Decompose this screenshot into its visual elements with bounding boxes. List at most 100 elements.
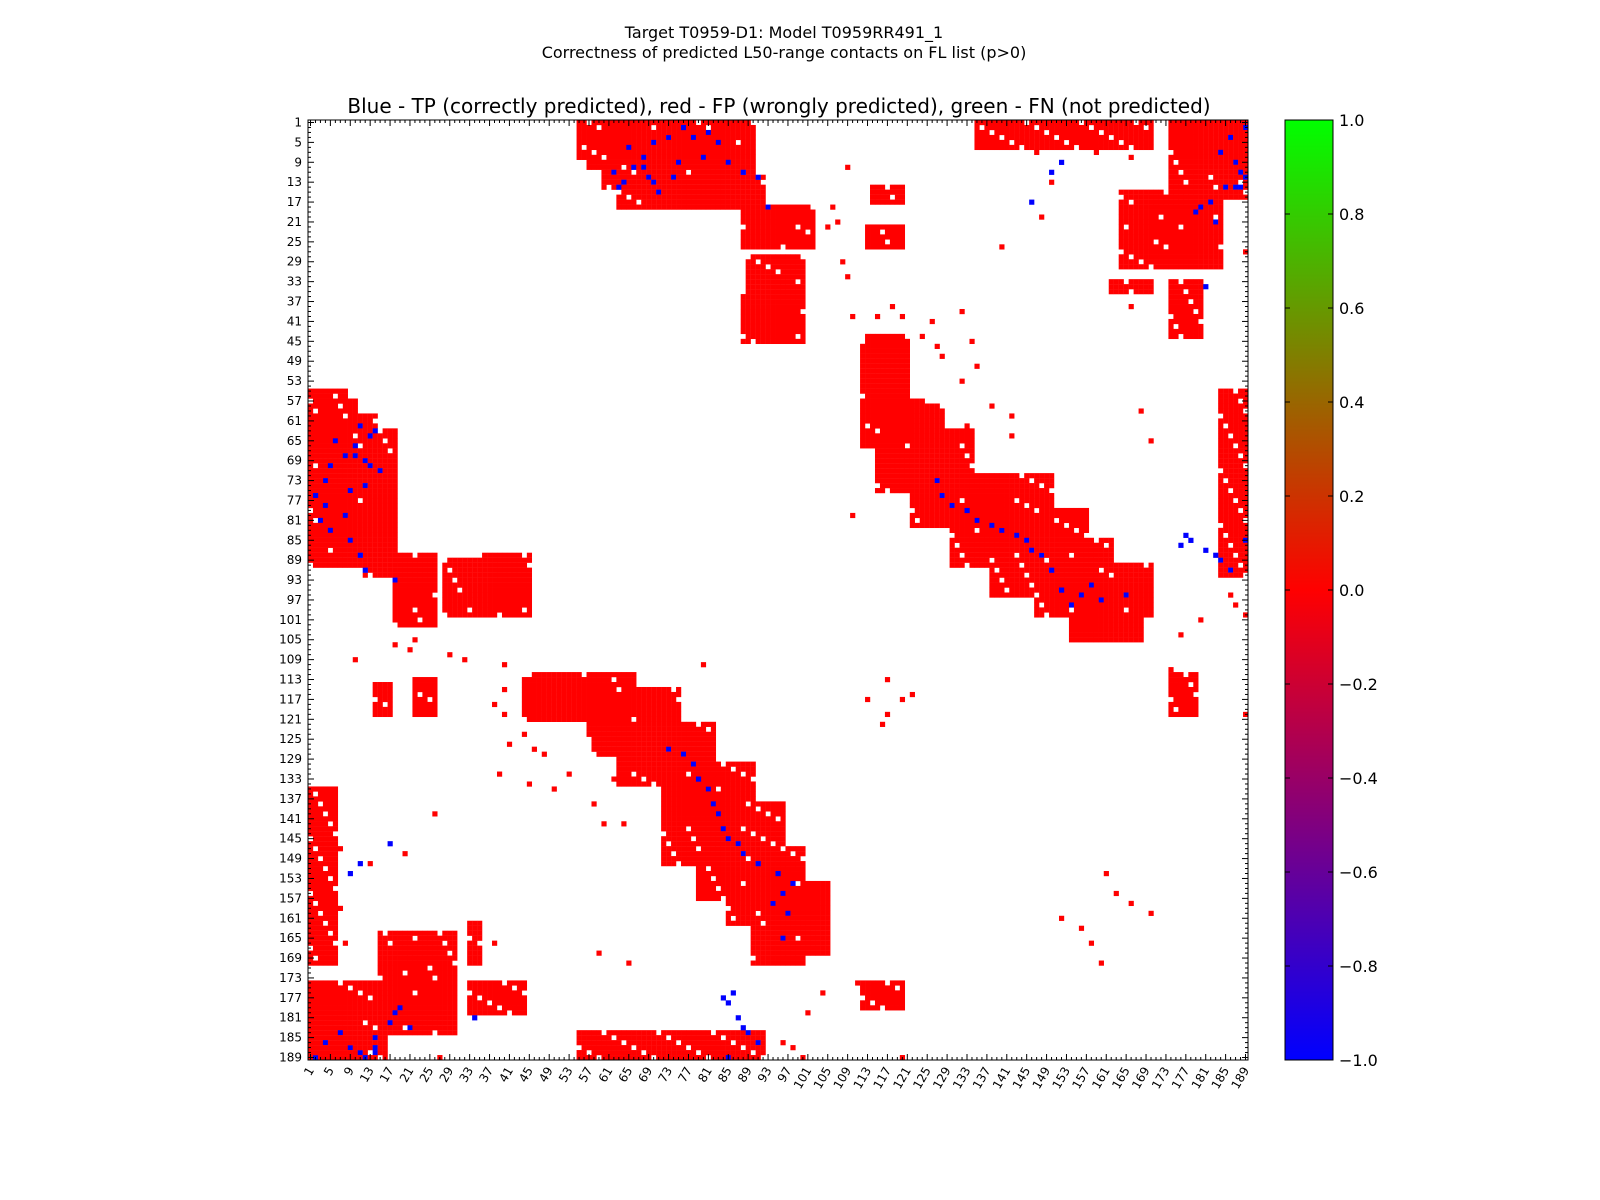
fp-contact-cell	[521, 706, 528, 713]
tp-contact-cell	[725, 836, 731, 842]
fp-contact-cell	[1208, 164, 1214, 170]
fp-contact-cell	[949, 557, 955, 563]
fp-contact-cell	[1049, 597, 1055, 603]
fp-contact-cell	[1223, 129, 1229, 136]
fp-contact-cell	[487, 990, 493, 996]
fp-contact-cell	[730, 811, 736, 817]
fp-contact-cell	[740, 861, 746, 867]
fp-contact-cell	[496, 582, 503, 588]
fp-contact-cell	[1168, 264, 1174, 270]
fp-contact-cell	[800, 930, 806, 936]
fp-contact-cell	[1218, 547, 1224, 553]
fp-contact-cell	[477, 1010, 483, 1016]
fp-contact-cell	[422, 597, 428, 603]
fp-contact-cell	[1233, 124, 1239, 131]
fp-contact-cell	[790, 279, 796, 285]
fp-contact-cell	[800, 950, 806, 956]
fp-contact-cell	[1183, 134, 1189, 141]
fp-contact-cell	[352, 1035, 358, 1041]
fp-contact-cell	[626, 706, 632, 713]
fp-contact-cell	[1218, 443, 1224, 449]
fp-contact-cell	[496, 597, 503, 603]
fp-contact-cell	[332, 532, 339, 538]
fp-contact-cell	[631, 149, 637, 156]
fp-contact-cell	[392, 945, 398, 951]
fp-contact-cell	[899, 428, 906, 434]
fp-contact-cell	[710, 736, 717, 742]
fp-contact-cell	[397, 960, 403, 966]
fp-contact-cell	[487, 985, 493, 991]
fp-contact-cell	[681, 1050, 687, 1056]
fp-contact-cell	[611, 1040, 617, 1046]
fp-contact-cell	[949, 443, 955, 449]
fp-contact-cell	[337, 507, 344, 514]
fp-contact-cell	[367, 547, 373, 553]
fp-contact-cell	[770, 955, 776, 961]
fp-contact-cell	[367, 1025, 373, 1031]
fp-contact-cell	[327, 453, 334, 459]
fp-contact-cell	[641, 199, 647, 205]
fp-contact-cell	[865, 995, 871, 1001]
fp-contact-cell	[775, 279, 781, 285]
fp-contact-cell	[646, 741, 652, 747]
fp-contact-cell	[1049, 517, 1055, 524]
fp-contact-cell	[889, 985, 896, 991]
fp-contact-cell	[432, 995, 438, 1001]
fp-contact-cell	[690, 741, 697, 747]
fp-contact-cell	[312, 1040, 319, 1046]
fp-contact-cell	[870, 363, 876, 369]
fp-contact-cell	[337, 483, 344, 489]
fp-contact-cell	[720, 134, 726, 141]
fp-contact-cell	[685, 816, 692, 822]
fp-contact-cell	[780, 318, 786, 325]
fp-contact-cell	[964, 557, 970, 563]
fp-contact-cell	[671, 821, 677, 827]
fp-contact-cell	[452, 1000, 458, 1006]
fp-contact-cell	[1059, 552, 1065, 558]
fp-contact-cell	[626, 721, 632, 727]
fp-contact-cell	[1009, 537, 1015, 543]
fp-contact-cell	[700, 1045, 707, 1051]
fp-contact-cell	[919, 517, 925, 524]
fp-contact-cell	[661, 721, 667, 727]
fp-contact-cell	[715, 129, 721, 136]
fp-contact-cell	[775, 289, 781, 295]
fp-contact-cell	[1228, 164, 1234, 170]
tp-contact-cell	[372, 1035, 378, 1041]
fp-contact-cell	[884, 383, 891, 389]
fp-contact-cell	[760, 308, 766, 315]
fp-contact-cell	[1223, 473, 1229, 479]
fp-contact-cell	[780, 880, 786, 887]
fp-contact-cell	[1173, 194, 1179, 200]
tp-contact-cell	[362, 458, 368, 464]
fp-contact-cell	[700, 721, 707, 727]
fp-contact-cell	[710, 861, 717, 867]
fp-contact-cell	[899, 373, 906, 379]
fp-contact-cell	[611, 1045, 617, 1051]
fp-contact-cell	[342, 418, 348, 424]
fp-contact-cell	[1228, 428, 1234, 434]
fp-contact-cell	[964, 517, 970, 524]
fp-contact-cell	[1034, 547, 1040, 553]
fp-contact-cell	[397, 582, 403, 588]
fp-contact-cell	[407, 572, 413, 578]
fp-contact-cell	[357, 562, 363, 568]
fp-contact-cell	[1024, 587, 1030, 593]
fp-contact-cell	[312, 1000, 319, 1006]
fp-contact-cell	[730, 806, 736, 812]
fp-contact-cell	[1039, 522, 1045, 529]
fp-contact-cell	[690, 786, 697, 792]
fp-contact-cell	[521, 980, 528, 986]
fp-contact-cell	[352, 512, 358, 519]
fp-contact-cell	[1183, 696, 1189, 703]
fp-contact-cell	[1014, 582, 1020, 588]
tp-contact-cell	[1024, 537, 1030, 543]
fp-contact-cell	[964, 463, 970, 469]
fp-contact-cell	[377, 696, 383, 703]
fp-contact-cell	[1178, 244, 1184, 250]
fp-contact-cell	[884, 373, 891, 379]
fp-contact-cell	[561, 677, 567, 683]
fp-contact-cell	[959, 488, 965, 494]
fp-contact-cell	[661, 194, 667, 200]
fp-contact-cell	[521, 572, 528, 578]
